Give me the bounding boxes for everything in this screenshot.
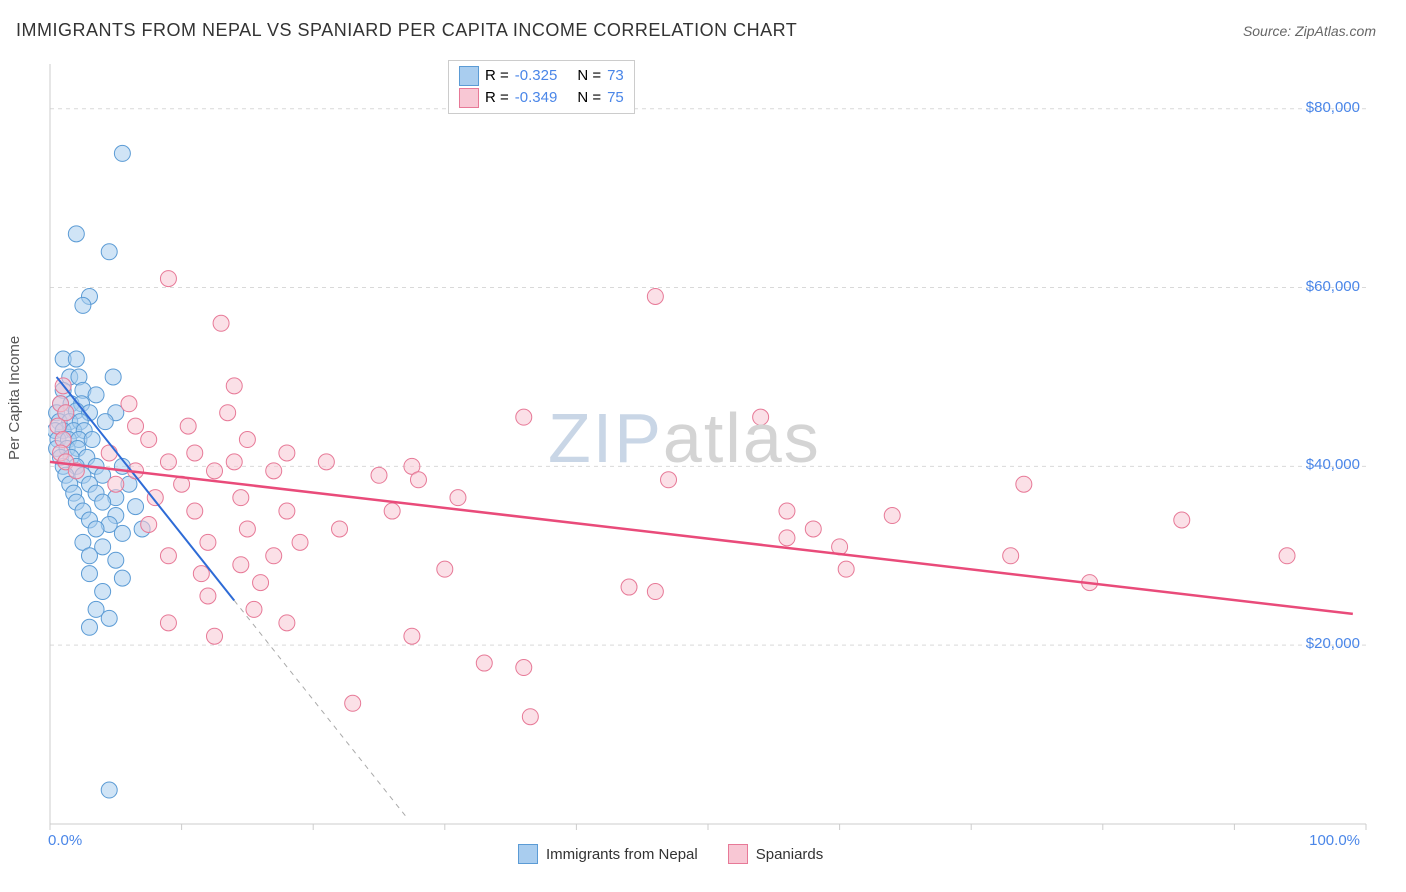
- correlation-row-0: R = -0.325 N = 73: [459, 65, 624, 87]
- swatch-icon: [518, 844, 538, 864]
- r-value: -0.325: [515, 65, 558, 87]
- correlation-legend: R = -0.325 N = 73 R = -0.349 N = 75: [448, 60, 635, 114]
- legend-label: Spaniards: [756, 846, 824, 863]
- n-label: N =: [577, 87, 601, 109]
- r-value: -0.349: [515, 87, 558, 109]
- x-tick-label: 100.0%: [1309, 832, 1360, 849]
- y-tick-label: $60,000: [1306, 278, 1360, 295]
- y-tick-label: $40,000: [1306, 456, 1360, 473]
- legend-item-1: Spaniards: [728, 844, 824, 864]
- swatch-icon: [459, 88, 479, 108]
- legend-item-0: Immigrants from Nepal: [518, 844, 698, 864]
- chart-title: IMMIGRANTS FROM NEPAL VS SPANIARD PER CA…: [16, 20, 797, 41]
- series-legend: Immigrants from Nepal Spaniards: [518, 844, 823, 864]
- swatch-icon: [728, 844, 748, 864]
- legend-label: Immigrants from Nepal: [546, 846, 698, 863]
- n-value: 73: [607, 65, 624, 87]
- header-row: IMMIGRANTS FROM NEPAL VS SPANIARD PER CA…: [16, 20, 1376, 41]
- chart-container: IMMIGRANTS FROM NEPAL VS SPANIARD PER CA…: [0, 0, 1406, 892]
- correlation-row-1: R = -0.349 N = 75: [459, 87, 624, 109]
- r-label: R =: [485, 65, 509, 87]
- plot-area: ZIPatlas R = -0.325 N = 73 R = -0.349 N …: [48, 58, 1368, 838]
- n-value: 75: [607, 87, 624, 109]
- x-tick-label: 0.0%: [48, 832, 82, 849]
- y-tick-label: $80,000: [1306, 99, 1360, 116]
- y-tick-label: $20,000: [1306, 635, 1360, 652]
- swatch-icon: [459, 66, 479, 86]
- source-label: Source: ZipAtlas.com: [1243, 23, 1376, 39]
- y-axis-label: Per Capita Income: [6, 336, 23, 460]
- chart-svg: [48, 58, 1368, 838]
- n-label: N =: [577, 65, 601, 87]
- r-label: R =: [485, 87, 509, 109]
